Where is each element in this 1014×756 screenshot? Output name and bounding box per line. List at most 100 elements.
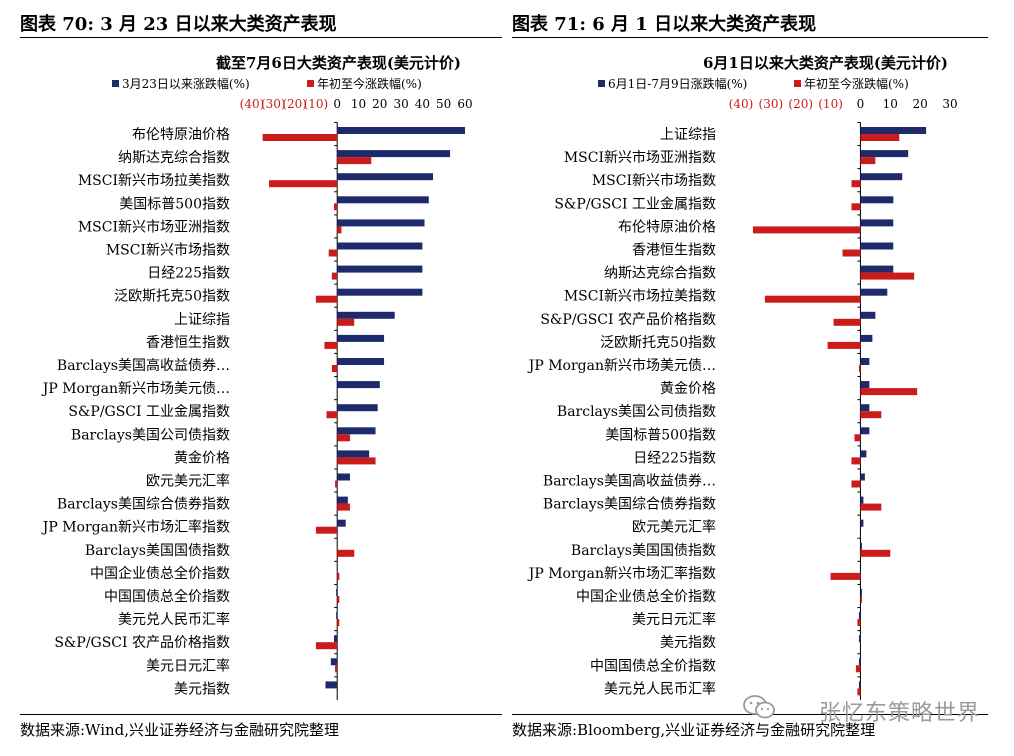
bar-series2 <box>337 596 340 603</box>
bar-series2 <box>833 318 861 326</box>
bar-series2 <box>857 619 861 627</box>
category-label: 黄金价格 <box>174 449 230 466</box>
bar-series1 <box>337 496 348 504</box>
bar-series2 <box>335 480 338 488</box>
bar-series2 <box>337 619 340 627</box>
x-tick-label: (40) <box>729 97 754 111</box>
bar-series1 <box>860 519 864 527</box>
category-label: 日经225指数 <box>633 450 716 466</box>
bar-series1 <box>337 173 434 181</box>
bar-series2 <box>851 203 861 211</box>
bar-series2 <box>860 411 882 419</box>
legend-swatch <box>307 80 314 87</box>
bar-series1 <box>860 173 903 181</box>
bar-series1 <box>860 473 865 481</box>
category-label: 泛欧斯托克50指数 <box>600 335 716 351</box>
bar-series2 <box>269 180 338 188</box>
chart-title: 截至7月6日大类资产表现(美元计价) <box>216 54 461 72</box>
category-label: 纳斯达克综合指数 <box>604 266 716 282</box>
category-label: MSCI新兴市场亚洲指数 <box>78 218 230 235</box>
category-label: 香港恒生指数 <box>146 335 230 351</box>
source-rule <box>20 714 502 715</box>
bar-series2 <box>827 341 861 349</box>
bar-series2 <box>324 341 338 349</box>
bar-series2 <box>337 226 342 234</box>
bar-series1 <box>860 542 862 550</box>
bar-series1 <box>337 473 350 481</box>
bar-series2 <box>855 665 861 673</box>
bar-series2 <box>337 157 372 165</box>
bar-series1 <box>858 658 861 666</box>
bar-series2 <box>262 134 338 141</box>
bar-series2 <box>860 272 915 280</box>
category-label: Barclays美国高收益债券… <box>57 357 230 374</box>
category-label: 欧元美元汇率 <box>632 519 716 536</box>
category-label: Barclays美国国债指数 <box>85 543 230 559</box>
bar-series2 <box>860 596 862 603</box>
category-label: Barclays美国公司债指数 <box>557 404 716 420</box>
bar-series1 <box>336 589 338 596</box>
bar-series2 <box>860 503 882 511</box>
bar-series1 <box>337 381 380 389</box>
bar-series2 <box>842 249 861 257</box>
watermark-text: 张忆东策略世界 <box>818 701 980 726</box>
x-tick-label: 60 <box>457 97 472 111</box>
legend-label: 年初至今涨跌幅(%) <box>804 76 909 91</box>
category-label: 美元指数 <box>660 635 716 651</box>
source-note: 数据来源:Wind,兴业证券经济与金融研究院整理 <box>20 721 340 739</box>
bar-series1 <box>337 358 385 365</box>
figure-title: 图表 71: 6 月 1 日以来大类资产表现 <box>512 14 817 35</box>
category-label: Barclays美国综合债券指数 <box>543 497 716 513</box>
bar-series1 <box>860 242 894 250</box>
bar-series2 <box>851 457 861 465</box>
bar-series2 <box>337 318 355 326</box>
x-tick-label: 30 <box>393 97 408 111</box>
bar-series1 <box>337 219 425 227</box>
category-label: S&P/GSCI 工业金属指数 <box>554 196 716 212</box>
bar-series2 <box>764 295 861 303</box>
bar-series2 <box>315 526 338 534</box>
bar-series2 <box>337 434 350 442</box>
bar-series2 <box>337 549 355 557</box>
category-label: 中国企业债总全价指数 <box>576 588 716 605</box>
category-label: MSCI新兴市场指数 <box>592 172 716 189</box>
chart-title: 6月1日以来大类资产表现(美元计价) <box>703 54 948 72</box>
bar-series1 <box>337 519 346 527</box>
x-tick-label: 0 <box>857 97 865 111</box>
bar-series1 <box>860 334 873 342</box>
category-label: S&P/GSCI 农产品价格指数 <box>54 635 230 651</box>
bar-series1 <box>860 127 927 134</box>
category-label: 泛欧斯托克50指数 <box>114 289 230 305</box>
category-label: Barclays美国综合债券指数 <box>57 497 230 513</box>
bar-series2 <box>331 365 338 372</box>
category-label: 日经225指数 <box>147 266 230 282</box>
x-tick-label: 10 <box>351 97 366 111</box>
bar-series1 <box>337 427 376 435</box>
category-label: 黄金价格 <box>660 380 716 397</box>
category-label: JP Morgan新兴市场汇率指数 <box>41 519 230 536</box>
bar-series1 <box>334 635 338 643</box>
bar-series1 <box>337 311 395 319</box>
bar-series2 <box>860 134 900 141</box>
category-label: 美元日元汇率 <box>632 611 716 628</box>
bar-series2 <box>334 203 338 211</box>
category-label: 香港恒生指数 <box>632 243 716 259</box>
bar-series1 <box>337 196 429 204</box>
category-label: 美元兑人民币汇率 <box>604 680 716 697</box>
category-label: 美元日元汇率 <box>146 657 230 674</box>
chart-right: 6月1日以来大类资产表现(美元计价) 6月1日-7月9日涨跌幅(%) 年初至今涨跌幅… <box>527 54 958 700</box>
x-tick-label: (30) <box>759 97 784 111</box>
bar-series1 <box>330 658 338 666</box>
bar-series1 <box>337 150 451 158</box>
title-rule <box>20 37 502 38</box>
source-rule <box>512 714 988 715</box>
category-label: 美元指数 <box>174 681 230 697</box>
bar-series1 <box>860 358 870 365</box>
bar-series2 <box>337 572 340 580</box>
category-label: MSCI新兴市场指数 <box>106 242 230 259</box>
wechat-icon <box>743 695 775 719</box>
x-tick-label: (10) <box>818 97 843 111</box>
bar-series1 <box>337 334 385 342</box>
bar-series2 <box>315 642 338 650</box>
source-note: 数据来源:Bloomberg,兴业证券经济与金融研究院整理 <box>512 721 876 739</box>
